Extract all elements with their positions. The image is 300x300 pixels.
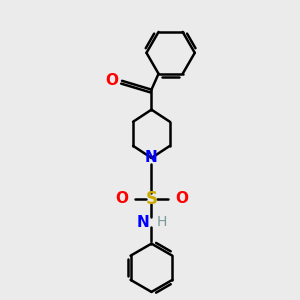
Text: N: N <box>136 214 149 230</box>
Text: O: O <box>115 191 128 206</box>
Text: N: N <box>145 150 158 165</box>
Text: H: H <box>157 215 167 229</box>
Text: O: O <box>106 73 118 88</box>
Text: O: O <box>175 191 188 206</box>
Text: S: S <box>146 190 158 208</box>
